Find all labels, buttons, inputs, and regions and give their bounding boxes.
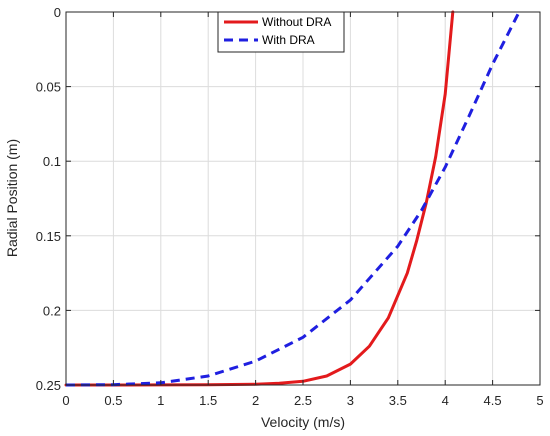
x-tick-label: 1 [157,393,164,408]
x-tick-label: 2 [252,393,259,408]
legend: Without DRA With DRA [217,11,345,53]
x-tick-label: 0 [62,393,69,408]
y-tick-label: 0.15 [36,229,61,244]
y-tick-label: 0.1 [43,154,61,169]
x-tick-label: 2.5 [294,393,312,408]
x-tick-label: 3 [347,393,354,408]
legend-label-without-dra: Without DRA [262,15,331,29]
x-tick-label: 4 [442,393,449,408]
y-tick-label: 0.05 [36,80,61,95]
y-tick-label: 0.2 [43,303,61,318]
y-tick-label: 0.25 [36,378,61,393]
legend-label-with-dra: With DRA [262,33,315,47]
x-tick-label: 0.5 [104,393,122,408]
y-tick-label: 0 [54,5,61,20]
x-tick-label: 4.5 [484,393,502,408]
x-tick-label: 3.5 [389,393,407,408]
x-tick-label: 1.5 [199,393,217,408]
y-axis-label: Radial Position (m) [4,139,20,257]
x-axis-ticks: 0 0.5 1 1.5 2 2.5 3 3.5 4 4.5 5 [62,12,544,408]
y-axis-ticks: 0 0.05 0.1 0.15 0.2 0.25 [36,5,540,393]
x-tick-label: 5 [536,393,543,408]
x-axis-label: Velocity (m/s) [261,414,345,430]
legend-box [217,11,345,53]
